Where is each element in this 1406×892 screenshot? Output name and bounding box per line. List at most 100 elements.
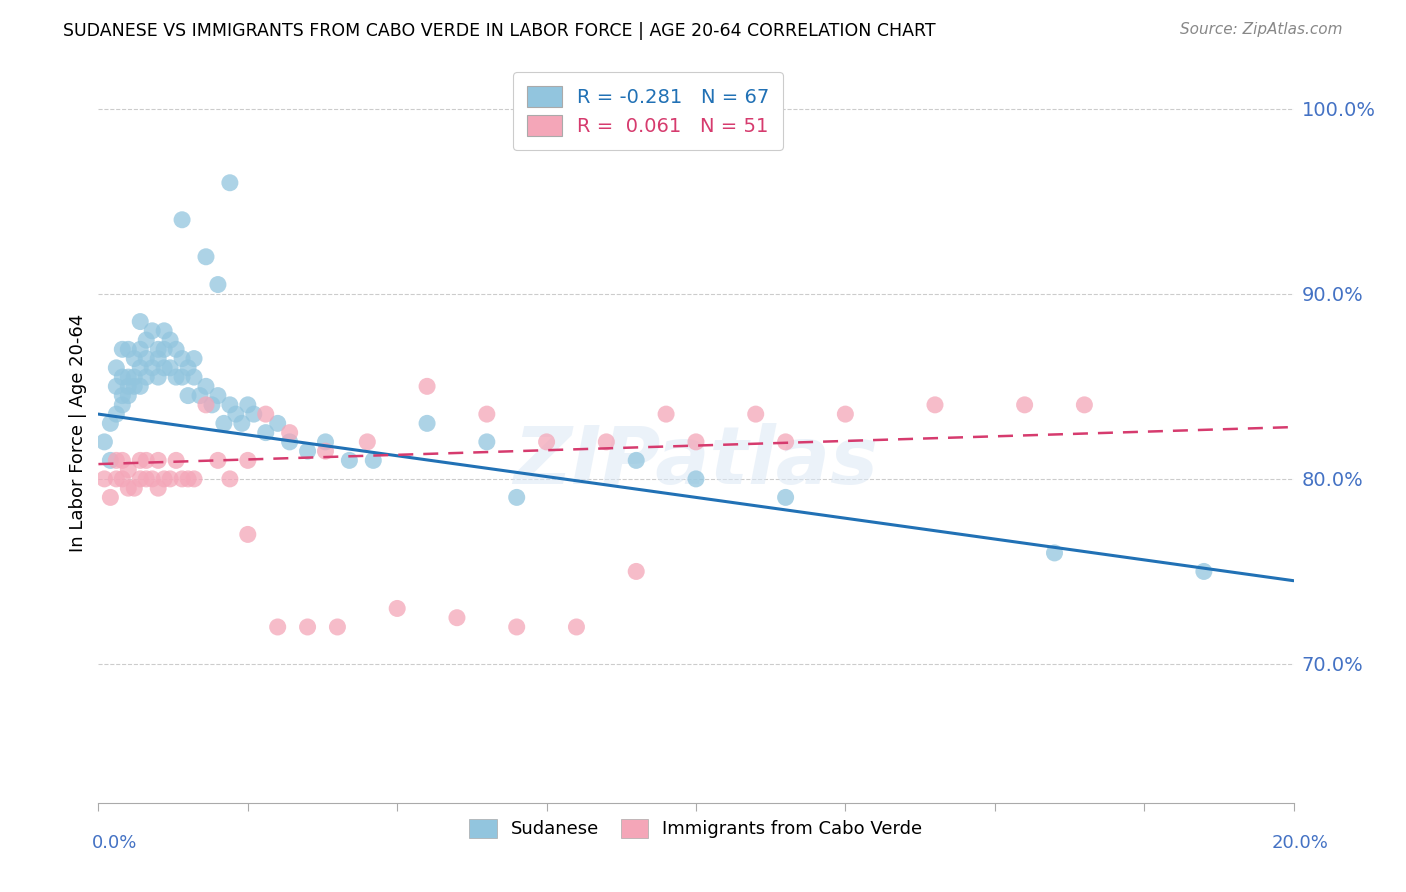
Point: [231, 417, 253, 431]
Point: [207, 453, 229, 467]
Point: [339, 453, 361, 467]
Point: [775, 491, 797, 505]
Point: [117, 389, 139, 403]
Point: [153, 343, 176, 357]
Point: [475, 407, 498, 421]
Point: [177, 360, 200, 375]
Point: [141, 360, 163, 375]
Point: [135, 351, 157, 366]
Point: [105, 360, 128, 375]
Point: [326, 620, 349, 634]
Text: Source: ZipAtlas.com: Source: ZipAtlas.com: [1180, 22, 1343, 37]
Point: [153, 360, 176, 375]
Point: [135, 370, 157, 384]
Point: [195, 379, 218, 393]
Point: [177, 472, 200, 486]
Point: [685, 472, 707, 486]
Point: [236, 527, 259, 541]
Point: [165, 370, 187, 384]
Point: [267, 417, 290, 431]
Point: [98, 417, 122, 431]
Point: [124, 351, 146, 366]
Point: [506, 620, 529, 634]
Point: [129, 379, 152, 393]
Point: [254, 425, 277, 440]
Point: [135, 333, 157, 347]
Point: [148, 343, 170, 357]
Point: [416, 417, 439, 431]
Point: [117, 379, 139, 393]
Point: [172, 351, 194, 366]
Point: [315, 434, 337, 449]
Point: [775, 434, 797, 449]
Point: [207, 389, 229, 403]
Point: [416, 379, 439, 393]
Point: [254, 407, 277, 421]
Point: [165, 343, 187, 357]
Point: [111, 472, 134, 486]
Point: [159, 472, 181, 486]
Point: [1073, 398, 1095, 412]
Point: [243, 407, 266, 421]
Point: [117, 481, 139, 495]
Point: [148, 351, 170, 366]
Point: [212, 417, 235, 431]
Point: [183, 472, 205, 486]
Point: [219, 176, 242, 190]
Point: [165, 453, 187, 467]
Point: [195, 398, 218, 412]
Point: [626, 453, 648, 467]
Point: [124, 370, 146, 384]
Point: [536, 434, 558, 449]
Point: [117, 343, 139, 357]
Point: [105, 379, 128, 393]
Point: [1043, 546, 1066, 560]
Point: [153, 472, 176, 486]
Point: [267, 620, 290, 634]
Point: [183, 351, 205, 366]
Point: [565, 620, 588, 634]
Point: [129, 314, 152, 328]
Point: [129, 453, 152, 467]
Point: [1192, 565, 1215, 579]
Point: [148, 481, 170, 495]
Point: [105, 453, 128, 467]
Text: 20.0%: 20.0%: [1272, 834, 1329, 852]
Point: [124, 481, 146, 495]
Point: [124, 379, 146, 393]
Point: [98, 453, 122, 467]
Point: [201, 398, 224, 412]
Point: [129, 343, 152, 357]
Point: [129, 472, 152, 486]
Point: [148, 453, 170, 467]
Y-axis label: In Labor Force | Age 20-64: In Labor Force | Age 20-64: [69, 313, 87, 552]
Point: [172, 212, 194, 227]
Point: [188, 389, 211, 403]
Point: [385, 601, 409, 615]
Point: [297, 444, 319, 458]
Point: [159, 360, 181, 375]
Point: [153, 324, 176, 338]
Point: [159, 333, 181, 347]
Point: [135, 453, 157, 467]
Text: ZIPatlas: ZIPatlas: [513, 423, 879, 501]
Point: [685, 434, 707, 449]
Point: [1014, 398, 1036, 412]
Point: [219, 398, 242, 412]
Point: [745, 407, 768, 421]
Point: [177, 389, 200, 403]
Point: [363, 453, 385, 467]
Point: [135, 472, 157, 486]
Legend: Sudanese, Immigrants from Cabo Verde: Sudanese, Immigrants from Cabo Verde: [463, 812, 929, 846]
Point: [111, 343, 134, 357]
Point: [236, 453, 259, 467]
Point: [506, 491, 529, 505]
Point: [93, 434, 115, 449]
Point: [297, 620, 319, 634]
Point: [117, 370, 139, 384]
Point: [172, 370, 194, 384]
Point: [225, 407, 247, 421]
Point: [207, 277, 229, 292]
Point: [111, 398, 134, 412]
Point: [278, 425, 301, 440]
